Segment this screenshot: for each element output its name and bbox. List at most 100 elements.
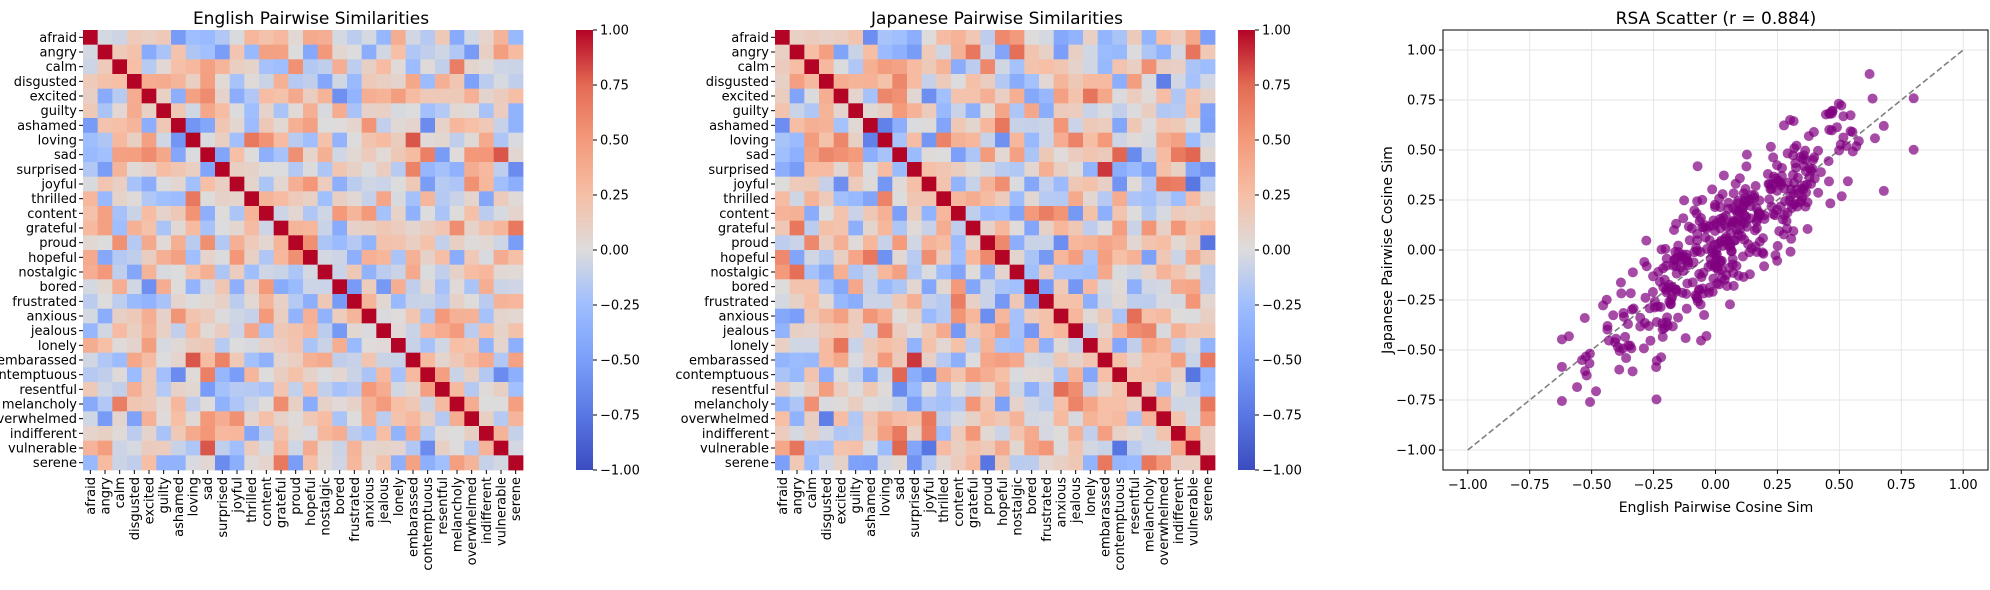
heatmap-cell	[317, 411, 333, 427]
y-tick-label: ashamed	[17, 119, 77, 134]
heatmap-cell	[391, 250, 407, 266]
heatmap-cell	[1112, 308, 1128, 324]
heatmap-cell	[1009, 279, 1025, 295]
heatmap-cell	[303, 88, 319, 104]
heatmap-cell	[892, 74, 908, 90]
heatmap-cell	[1097, 235, 1113, 251]
heatmap-cell	[1112, 30, 1128, 46]
heatmap-cell	[936, 74, 952, 90]
heatmap-cell	[347, 162, 363, 178]
heatmap-cell	[775, 279, 791, 295]
x-tick-label: proud	[289, 477, 304, 515]
heatmap-cell	[332, 220, 348, 236]
heatmap-cell	[185, 279, 201, 295]
heatmap-cell	[907, 30, 923, 46]
heatmap-cell	[405, 44, 421, 60]
heatmap-cell	[288, 88, 304, 104]
scatter-point	[1581, 370, 1592, 381]
heatmap-cell	[1053, 74, 1069, 90]
heatmap-cell	[332, 132, 348, 148]
y-tick-label: hopeful	[720, 251, 769, 266]
x-tick-label: 0.50	[1825, 478, 1854, 493]
heatmap-cell	[980, 206, 996, 222]
heatmap-cell	[921, 220, 937, 236]
heatmap-cell	[833, 367, 849, 383]
heatmap-cell	[1053, 44, 1069, 60]
english-heatmap-y-labels: afraidangrycalmdisgustedexcitedguiltyash…	[0, 31, 83, 471]
heatmap-cell	[361, 30, 377, 46]
scatter-point	[1700, 220, 1711, 231]
heatmap-cell	[951, 147, 967, 163]
heatmap-cell	[921, 308, 937, 324]
heatmap-cell	[1024, 191, 1040, 207]
heatmap-cell	[317, 191, 333, 207]
heatmap-cell	[156, 44, 172, 60]
heatmap-cell	[449, 235, 465, 251]
heatmap-cell	[508, 103, 524, 119]
heatmap-cell	[877, 147, 893, 163]
heatmap-cell	[171, 323, 187, 339]
heatmap-cell	[819, 132, 835, 148]
heatmap-cell	[288, 191, 304, 207]
heatmap-cell	[1053, 250, 1069, 266]
heatmap-cell	[259, 264, 275, 280]
y-tick-label: grateful	[26, 222, 77, 237]
heatmap-cell	[303, 294, 319, 310]
heatmap-cell	[479, 147, 495, 163]
heatmap-cell	[1097, 367, 1113, 383]
heatmap-cell	[1083, 396, 1099, 412]
heatmap-cell	[1141, 147, 1157, 163]
heatmap-cell	[185, 132, 201, 148]
heatmap-cell	[273, 220, 289, 236]
heatmap-cell	[405, 308, 421, 324]
heatmap-cell	[775, 440, 791, 456]
heatmap-cell	[863, 279, 879, 295]
heatmap-cell	[332, 118, 348, 134]
heatmap-cell	[921, 279, 937, 295]
heatmap-cell	[508, 59, 524, 75]
english-colorbar	[576, 30, 593, 470]
heatmap-cell	[288, 59, 304, 75]
x-tick-label: indifferent	[480, 477, 495, 544]
scatter-point	[1809, 152, 1820, 163]
heatmap-cell	[951, 132, 967, 148]
heatmap-cell	[127, 103, 143, 119]
heatmap-cell	[995, 455, 1011, 471]
heatmap-cell	[391, 235, 407, 251]
heatmap-cell	[1141, 308, 1157, 324]
heatmap-cell	[819, 162, 835, 178]
heatmap-cell	[273, 59, 289, 75]
y-tick-label: thrilled	[31, 192, 77, 207]
y-tick-label: 0.00	[1407, 244, 1436, 259]
heatmap-cell	[1185, 323, 1201, 339]
heatmap-cell	[1083, 59, 1099, 75]
heatmap-cell	[1039, 176, 1055, 192]
heatmap-cell	[244, 191, 260, 207]
scatter-point	[1768, 152, 1779, 163]
heatmap-cell	[819, 147, 835, 163]
heatmap-cell	[361, 206, 377, 222]
heatmap-cell	[391, 352, 407, 368]
scatter-point	[1815, 167, 1826, 178]
scatter-point	[1616, 288, 1627, 299]
heatmap-cell	[273, 352, 289, 368]
x-tick-label: 0.75	[1887, 478, 1916, 493]
y-tick-label: excited	[722, 90, 769, 105]
heatmap-cell	[376, 220, 392, 236]
heatmap-cell	[892, 162, 908, 178]
x-tick-label: lonely	[1084, 477, 1099, 516]
heatmap-cell	[833, 323, 849, 339]
heatmap-cell	[83, 367, 99, 383]
heatmap-cell	[332, 88, 348, 104]
scatter-point	[1620, 331, 1631, 342]
heatmap-cell	[936, 118, 952, 134]
heatmap-cell	[1127, 44, 1143, 60]
heatmap-cell	[449, 250, 465, 266]
heatmap-cell	[449, 396, 465, 412]
x-tick-label: calm	[113, 477, 128, 508]
heatmap-cell	[347, 264, 363, 280]
heatmap-cell	[479, 455, 495, 471]
heatmap-cell	[877, 162, 893, 178]
x-tick-label: vulnerable	[495, 477, 510, 546]
heatmap-cell	[775, 147, 791, 163]
